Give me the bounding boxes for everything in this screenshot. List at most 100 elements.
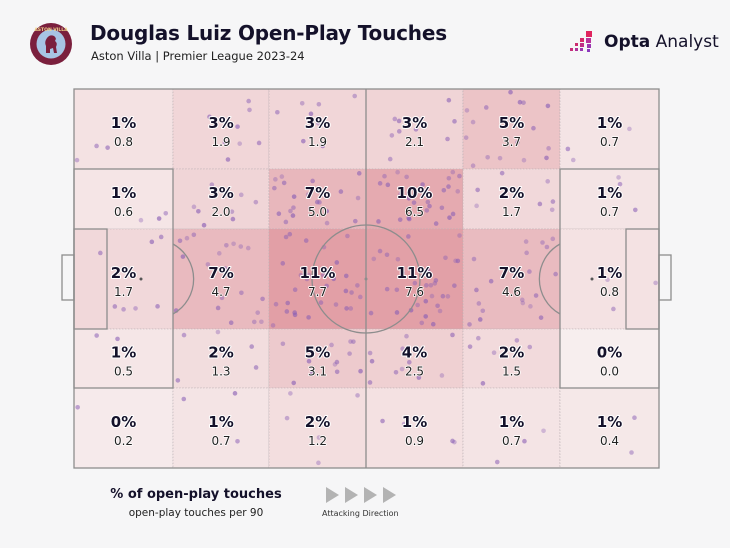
touch-dot bbox=[349, 290, 354, 295]
touch-dot bbox=[385, 182, 391, 188]
touch-dot bbox=[376, 219, 381, 224]
touch-dot bbox=[316, 460, 321, 466]
touch-dot bbox=[306, 315, 311, 320]
touch-dot bbox=[483, 105, 489, 110]
touch-dot bbox=[253, 199, 259, 205]
heatmap-cell bbox=[559, 387, 660, 469]
touch-dot bbox=[74, 157, 80, 163]
touch-dot bbox=[369, 358, 375, 364]
touch-dot bbox=[491, 350, 497, 355]
touch-dot bbox=[400, 346, 405, 352]
touch-dot bbox=[476, 335, 481, 341]
touch-dot bbox=[445, 294, 451, 299]
touch-dot bbox=[291, 380, 297, 386]
page-subtitle: Aston Villa | Premier League 2023-24 bbox=[91, 49, 305, 63]
touch-dot bbox=[540, 240, 545, 245]
touch-dot bbox=[389, 133, 395, 138]
cell-percent-label: 0% bbox=[111, 413, 136, 431]
touch-dot bbox=[406, 191, 411, 196]
cell-percent-label: 2% bbox=[305, 413, 330, 431]
touch-dot bbox=[229, 209, 235, 214]
heatmap-cell bbox=[365, 228, 464, 330]
touch-dot bbox=[343, 273, 349, 279]
touch-dot bbox=[429, 293, 435, 299]
touch-dot bbox=[215, 329, 221, 335]
touch-dot bbox=[163, 211, 169, 216]
cell-per90-label: 1.7 bbox=[114, 285, 133, 299]
touch-dot bbox=[353, 218, 358, 224]
touch-dot bbox=[521, 100, 526, 105]
touch-dot bbox=[191, 204, 197, 210]
cell-percent-label: 3% bbox=[305, 114, 330, 132]
touch-dot bbox=[334, 260, 340, 265]
touch-dot bbox=[544, 244, 550, 250]
touch-dot bbox=[467, 322, 472, 327]
touch-dot bbox=[345, 233, 350, 239]
touch-dot bbox=[424, 208, 430, 213]
touch-dot bbox=[98, 250, 103, 256]
heatmap-cell bbox=[172, 168, 270, 230]
touch-dot bbox=[316, 120, 321, 126]
touch-dot bbox=[446, 97, 452, 103]
touch-dot bbox=[298, 272, 304, 278]
centre-spot bbox=[364, 277, 368, 281]
touch-dot bbox=[538, 315, 544, 320]
touch-dot bbox=[424, 283, 429, 288]
touch-dot bbox=[485, 154, 490, 160]
touch-dot bbox=[477, 317, 483, 322]
cell-per90-label: 0.8 bbox=[600, 285, 619, 299]
touch-dot bbox=[522, 438, 527, 444]
cell-percent-label: 1% bbox=[111, 344, 136, 362]
touch-dot bbox=[452, 283, 457, 288]
touch-dot bbox=[149, 239, 155, 245]
touch-dot bbox=[306, 272, 312, 278]
touch-dot bbox=[155, 304, 160, 309]
touch-dot bbox=[450, 332, 455, 338]
touch-dot bbox=[398, 191, 403, 197]
touch-dot bbox=[112, 304, 118, 309]
touch-dot bbox=[280, 261, 286, 266]
touch-dot bbox=[215, 305, 221, 311]
cell-percent-label: 2% bbox=[208, 344, 233, 362]
touch-dot bbox=[273, 301, 279, 307]
touch-dot bbox=[260, 296, 265, 302]
touch-dot bbox=[488, 278, 494, 284]
touch-dot bbox=[476, 301, 482, 306]
touch-dot bbox=[508, 89, 513, 95]
touch-dot bbox=[425, 199, 431, 205]
touch-dot bbox=[428, 283, 434, 288]
touch-dot bbox=[259, 319, 264, 325]
cell-per90-label: 1.9 bbox=[308, 135, 327, 149]
touch-dot bbox=[191, 232, 197, 238]
cell-percent-label: 1% bbox=[402, 413, 427, 431]
touch-dot bbox=[394, 310, 400, 315]
touch-dot bbox=[280, 341, 286, 347]
touch-dot bbox=[367, 350, 373, 356]
cell-per90-label: 0.9 bbox=[405, 434, 424, 448]
touch-dot bbox=[412, 280, 418, 286]
touch-dot bbox=[497, 155, 503, 161]
cell-percent-label: 1% bbox=[111, 184, 136, 202]
touch-dot bbox=[430, 321, 436, 327]
touch-dot bbox=[310, 178, 315, 184]
touch-dot bbox=[94, 143, 99, 149]
touch-dot bbox=[247, 107, 252, 113]
cell-percent-label: 1% bbox=[208, 413, 233, 431]
attacking-direction: Attacking Direction bbox=[322, 487, 417, 518]
touch-dot bbox=[291, 205, 296, 210]
touch-dot bbox=[288, 208, 293, 214]
touch-dot bbox=[355, 195, 361, 201]
cell-per90-label: 1.7 bbox=[502, 205, 521, 219]
cell-per90-label: 1.9 bbox=[211, 135, 230, 149]
touch-dot bbox=[399, 366, 405, 372]
touch-dot bbox=[611, 306, 616, 312]
cell-per90-label: 0.0 bbox=[600, 365, 619, 379]
page-title: Douglas Luiz Open-Play Touches bbox=[90, 21, 447, 45]
cell-per90-label: 0.7 bbox=[211, 434, 230, 448]
touch-dot bbox=[425, 267, 431, 273]
touch-dot bbox=[521, 157, 527, 163]
pitch-markings bbox=[61, 88, 672, 469]
touch-dot bbox=[533, 293, 539, 298]
touch-dot bbox=[205, 262, 211, 267]
touch-dot bbox=[358, 368, 363, 374]
